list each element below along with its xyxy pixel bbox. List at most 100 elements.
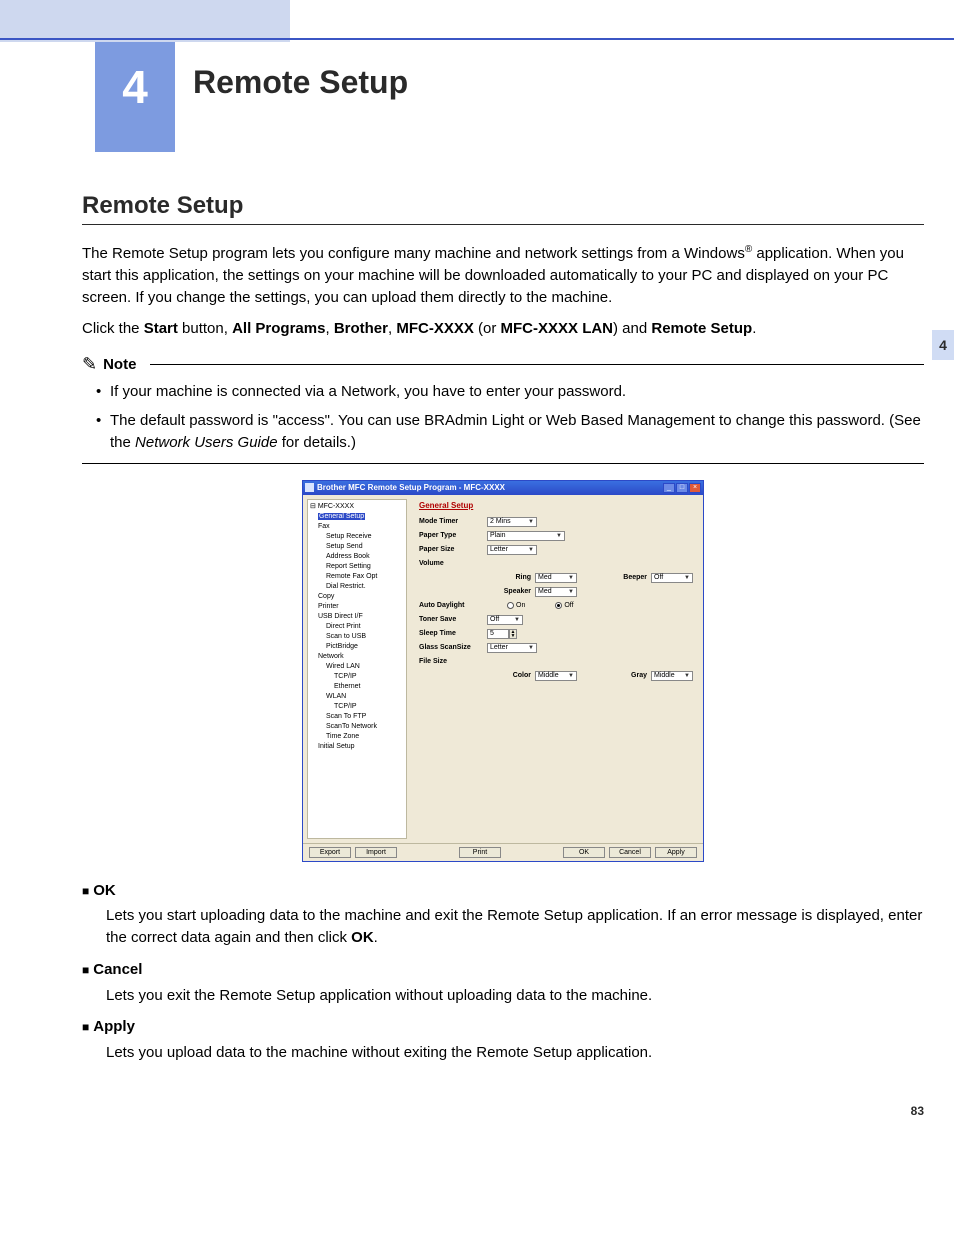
app-window: Brother MFC Remote Setup Program - MFC-X… <box>302 480 704 862</box>
tree-items: FaxSetup ReceiveSetup SendAddress BookRe… <box>310 522 404 752</box>
toner-save-select[interactable]: Off▼ <box>487 615 523 625</box>
beeper-select[interactable]: Off▼ <box>651 573 693 583</box>
chevron-down-icon: ▼ <box>556 533 562 539</box>
tree-item[interactable]: Initial Setup <box>310 742 404 752</box>
row-toner-save: Toner Save Off▼ <box>419 614 693 626</box>
paper-size-select[interactable]: Letter▼ <box>487 545 537 555</box>
chevron-down-icon: ▼ <box>528 547 534 553</box>
button-bar: Export Import Print OK Cancel Apply <box>303 843 703 861</box>
remotesetup-bold: Remote Setup <box>651 320 752 337</box>
tree-item[interactable]: Dial Restrict. <box>310 582 404 592</box>
tree-item[interactable]: Wired LAN <box>310 662 404 672</box>
ring-select[interactable]: Med▼ <box>535 573 577 583</box>
sleep-time-value: 5 <box>490 630 494 637</box>
click-a: Click the <box>82 320 144 337</box>
ok-button[interactable]: OK <box>563 847 605 858</box>
paper-type-select[interactable]: Plain ▼ <box>487 531 565 541</box>
row-color-gray: Color Middle▼ Gray Middle▼ <box>419 670 693 682</box>
tree-item[interactable]: ScanTo Network <box>310 722 404 732</box>
auto-daylight-on-radio[interactable] <box>507 602 514 609</box>
row-file-size: File Size <box>419 656 693 668</box>
volume-label: Volume <box>419 560 487 567</box>
tree-item[interactable]: Copy <box>310 592 404 602</box>
speaker-label: Speaker <box>487 588 535 595</box>
paper-size-label: Paper Size <box>419 546 487 553</box>
app-icon <box>305 483 314 492</box>
minimize-button[interactable]: _ <box>663 483 675 493</box>
row-paper-type: Paper Type Plain▼ <box>419 530 693 542</box>
def-ok-desc: Lets you start uploading data to the mac… <box>106 905 924 949</box>
click-g: . <box>752 320 756 337</box>
tree-item[interactable]: Printer <box>310 602 404 612</box>
auto-daylight-off-text: Off <box>564 602 573 609</box>
tree-item[interactable]: USB Direct I/F <box>310 612 404 622</box>
gray-select[interactable]: Middle▼ <box>651 671 693 681</box>
tree-item[interactable]: Ethernet <box>310 682 404 692</box>
print-button[interactable]: Print <box>459 847 501 858</box>
close-button[interactable]: × <box>689 483 701 493</box>
note-list: If your machine is connected via a Netwo… <box>98 381 924 455</box>
def-ok-b: . <box>374 929 378 946</box>
tree-item[interactable]: Scan To FTP <box>310 712 404 722</box>
brother-bold: Brother <box>334 320 388 337</box>
bullet-square-icon: ■ <box>82 963 89 977</box>
color-value: Middle <box>538 672 559 679</box>
glass-scan-select[interactable]: Letter▼ <box>487 643 537 653</box>
tree-item[interactable]: Direct Print <box>310 622 404 632</box>
intro-text-a: The Remote Setup program lets you config… <box>82 245 745 262</box>
mode-timer-label: Mode Timer <box>419 518 487 525</box>
row-auto-daylight: Auto Daylight On Off <box>419 600 693 612</box>
spinner-buttons[interactable]: ▲▼ <box>509 629 517 639</box>
row-glass-scan: Glass ScanSize Letter▼ <box>419 642 693 654</box>
color-select[interactable]: Middle▼ <box>535 671 577 681</box>
tree-item[interactable]: Setup Send <box>310 542 404 552</box>
page-content: Remote Setup The Remote Setup program le… <box>82 192 924 1064</box>
auto-daylight-on-text: On <box>516 602 525 609</box>
tree-item[interactable]: TCP/IP <box>310 672 404 682</box>
tree-root[interactable]: ⊟ MFC-XXXX <box>310 502 404 512</box>
note2-italic: Network Users Guide <box>135 434 278 451</box>
tree-item[interactable]: Address Book <box>310 552 404 562</box>
paper-type-value: Plain <box>490 532 506 539</box>
tree-item[interactable]: Setup Receive <box>310 532 404 542</box>
tree-item[interactable]: WLAN <box>310 692 404 702</box>
glass-scan-label: Glass ScanSize <box>419 644 487 651</box>
apply-button[interactable]: Apply <box>655 847 697 858</box>
row-volume: Volume <box>419 558 693 570</box>
tree-pane[interactable]: ⊟ MFC-XXXX General Setup FaxSetup Receiv… <box>307 499 407 839</box>
cancel-button[interactable]: Cancel <box>609 847 651 858</box>
app-screenshot: Brother MFC Remote Setup Program - MFC-X… <box>302 480 704 862</box>
row-speaker: Speaker Med▼ <box>419 586 693 598</box>
click-instruction: Click the Start button, All Programs, Br… <box>82 318 924 340</box>
tree-item[interactable]: Scan to USB <box>310 632 404 642</box>
chevron-down-icon: ▼ <box>528 519 534 525</box>
sleep-time-label: Sleep Time <box>419 630 487 637</box>
maximize-button[interactable]: □ <box>676 483 688 493</box>
import-button[interactable]: Import <box>355 847 397 858</box>
tree-item[interactable]: Remote Fax Opt <box>310 572 404 582</box>
chevron-down-icon: ▼ <box>568 589 574 595</box>
note-rule-top <box>150 364 924 365</box>
sleep-time-spinner[interactable]: 5 ▲▼ <box>487 629 517 639</box>
tree-item[interactable]: Report Setting <box>310 562 404 572</box>
beeper-value: Off <box>654 574 663 581</box>
note2-b: for details.) <box>278 434 356 451</box>
ring-label: Ring <box>487 574 535 581</box>
click-b: button, <box>178 320 232 337</box>
auto-daylight-off-radio[interactable] <box>555 602 562 609</box>
tree-item[interactable]: PictBridge <box>310 642 404 652</box>
row-sleep-time: Sleep Time 5 ▲▼ <box>419 628 693 640</box>
click-f: ) and <box>613 320 651 337</box>
mode-timer-select[interactable]: 2 Mins▼ <box>487 517 537 527</box>
tree-item[interactable]: TCP/IP <box>310 702 404 712</box>
tree-item[interactable]: Network <box>310 652 404 662</box>
tree-item[interactable]: Time Zone <box>310 732 404 742</box>
export-button[interactable]: Export <box>309 847 351 858</box>
bullet-square-icon: ■ <box>82 884 89 898</box>
window-body: ⊟ MFC-XXXX General Setup FaxSetup Receiv… <box>303 495 703 843</box>
tree-selected[interactable]: General Setup <box>310 512 404 522</box>
tree-selected-label: General Setup <box>318 513 365 520</box>
window-title: Brother MFC Remote Setup Program - MFC-X… <box>317 483 663 492</box>
tree-item[interactable]: Fax <box>310 522 404 532</box>
speaker-select[interactable]: Med▼ <box>535 587 577 597</box>
